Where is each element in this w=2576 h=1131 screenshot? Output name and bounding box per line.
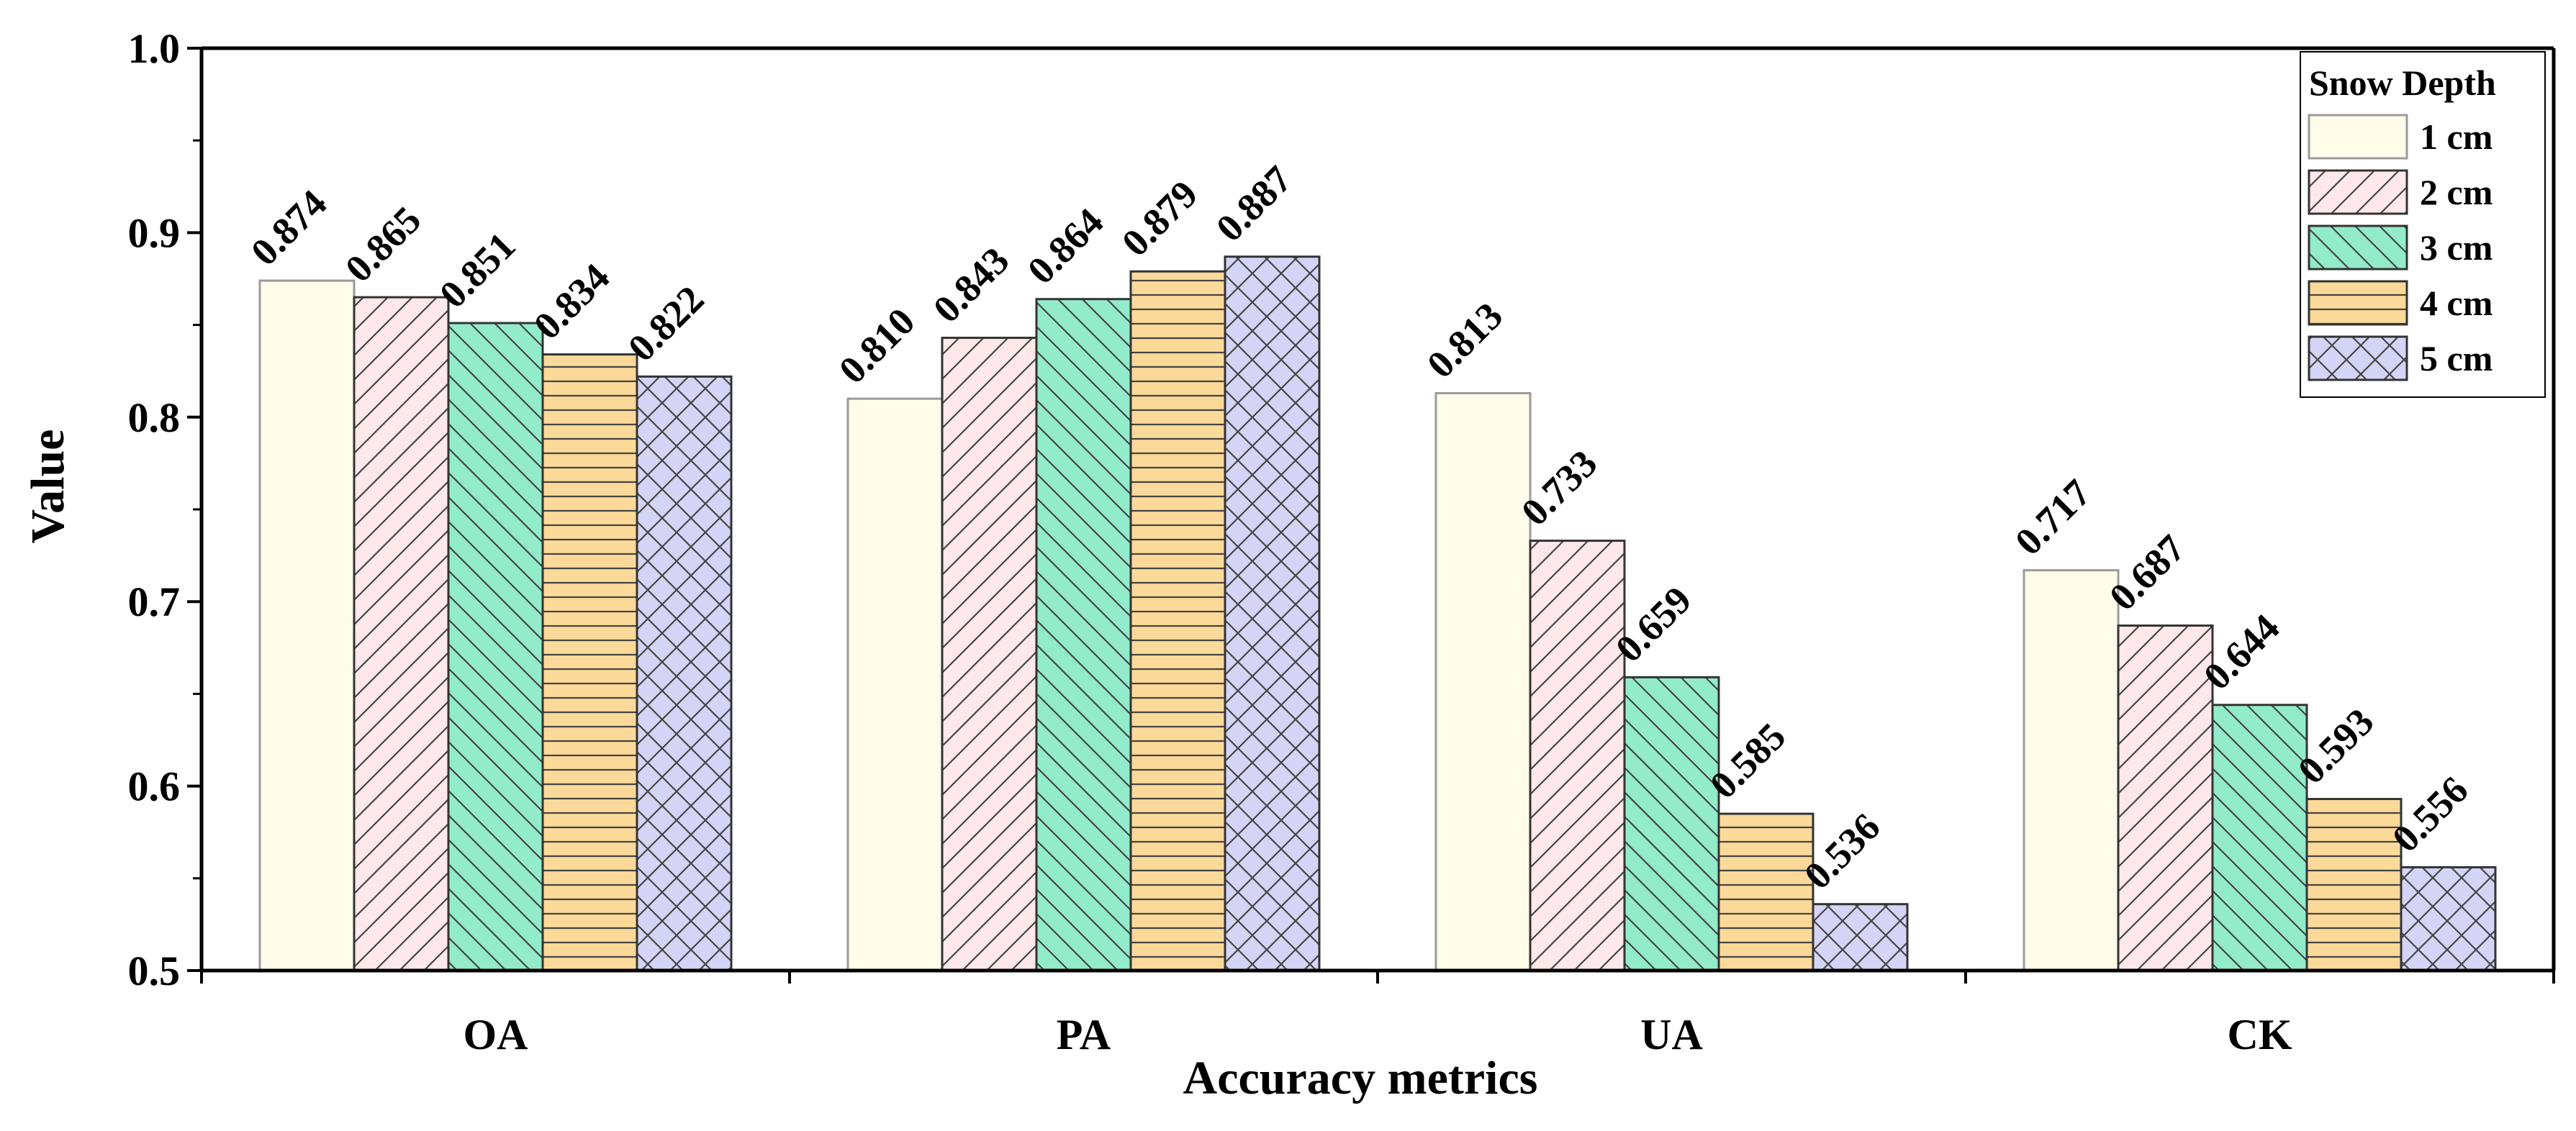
bar-fill [1436, 393, 1530, 971]
bar-pattern [1624, 677, 1719, 971]
legend-item: 1 cm [2308, 114, 2493, 160]
data-label: 0.843 [925, 239, 1017, 331]
x-tick-label: PA [1057, 1011, 1111, 1058]
data-label: 0.874 [243, 181, 335, 273]
legend-item: 5 cm [2308, 335, 2493, 381]
data-label: 0.865 [337, 198, 429, 290]
legend-label: 3 cm [2420, 227, 2493, 268]
legend-swatch-border [2308, 335, 2408, 381]
legend: Snow Depth 1 cm 2 cm 3 cm 4 cm 5 cm [2300, 51, 2546, 398]
legend-swatch-pattern [2309, 337, 2407, 380]
y-tick-label: 0.6 [128, 763, 181, 810]
bar-pattern [448, 323, 543, 971]
data-label: 0.887 [1208, 158, 1300, 250]
axes-group: 0.5 0.6 0.7 0.8 0.9 1.0 OA PA UA CK [128, 25, 2556, 1058]
bar-pattern [637, 376, 731, 971]
x-axis-title: Accuracy metrics [1183, 1052, 1538, 1104]
legend-swatch-pattern [2309, 281, 2407, 324]
x-tick-label: CK [2228, 1011, 2292, 1058]
bars-group [258, 255, 2497, 972]
y-tick-label: 0.7 [128, 578, 181, 625]
legend-item: 3 cm [2308, 224, 2493, 271]
bar-pattern [1131, 271, 1225, 971]
x-tick-label: UA [1640, 1011, 1703, 1058]
legend-swatch-pattern [2309, 171, 2407, 214]
legend-item: 4 cm [2308, 280, 2493, 326]
bar-pattern [1225, 256, 1319, 971]
bar-pattern [2118, 625, 2213, 971]
data-label: 0.879 [1113, 172, 1206, 264]
legend-label: 1 cm [2420, 117, 2493, 157]
bar-pattern [942, 337, 1036, 971]
bar-pattern [1719, 814, 1813, 971]
legend-swatch-border [2308, 224, 2408, 271]
data-label: 0.864 [1019, 200, 1111, 292]
bar-pattern [2307, 799, 2401, 971]
legend-label: 4 cm [2420, 283, 2493, 323]
y-tick-label: 0.8 [128, 394, 181, 441]
y-tick-label: 1.0 [128, 25, 181, 72]
data-label: 0.810 [831, 299, 923, 391]
bar-fill [260, 281, 354, 971]
legend-swatch-border [2308, 169, 2408, 215]
y-tick-label: 0.5 [128, 948, 181, 994]
legend-swatch [2309, 115, 2407, 158]
legend-label: 5 cm [2420, 338, 2493, 378]
legend-label: 2 cm [2420, 172, 2493, 212]
bar-pattern [1813, 904, 1907, 971]
legend-title: Snow Depth [2309, 63, 2496, 103]
y-tick-label: 0.9 [128, 209, 181, 256]
x-tick-label: OA [464, 1011, 528, 1058]
bar-pattern [1036, 299, 1131, 971]
legend-swatch-border [2308, 280, 2408, 326]
legend-swatch-border [2308, 114, 2408, 160]
legend-swatch-pattern [2309, 226, 2407, 269]
bar-pattern [354, 297, 448, 971]
bar-pattern [2401, 867, 2495, 971]
y-axis-title: Value [22, 430, 74, 544]
bar-pattern [543, 354, 637, 971]
legend-item: 2 cm [2308, 169, 2493, 215]
bar-pattern [1530, 540, 1624, 971]
data-label: 0.717 [2007, 471, 2099, 563]
bar-fill [848, 399, 942, 971]
data-label: 0.813 [1419, 294, 1511, 386]
bar-fill [2024, 570, 2118, 971]
bar-pattern [2213, 704, 2307, 971]
